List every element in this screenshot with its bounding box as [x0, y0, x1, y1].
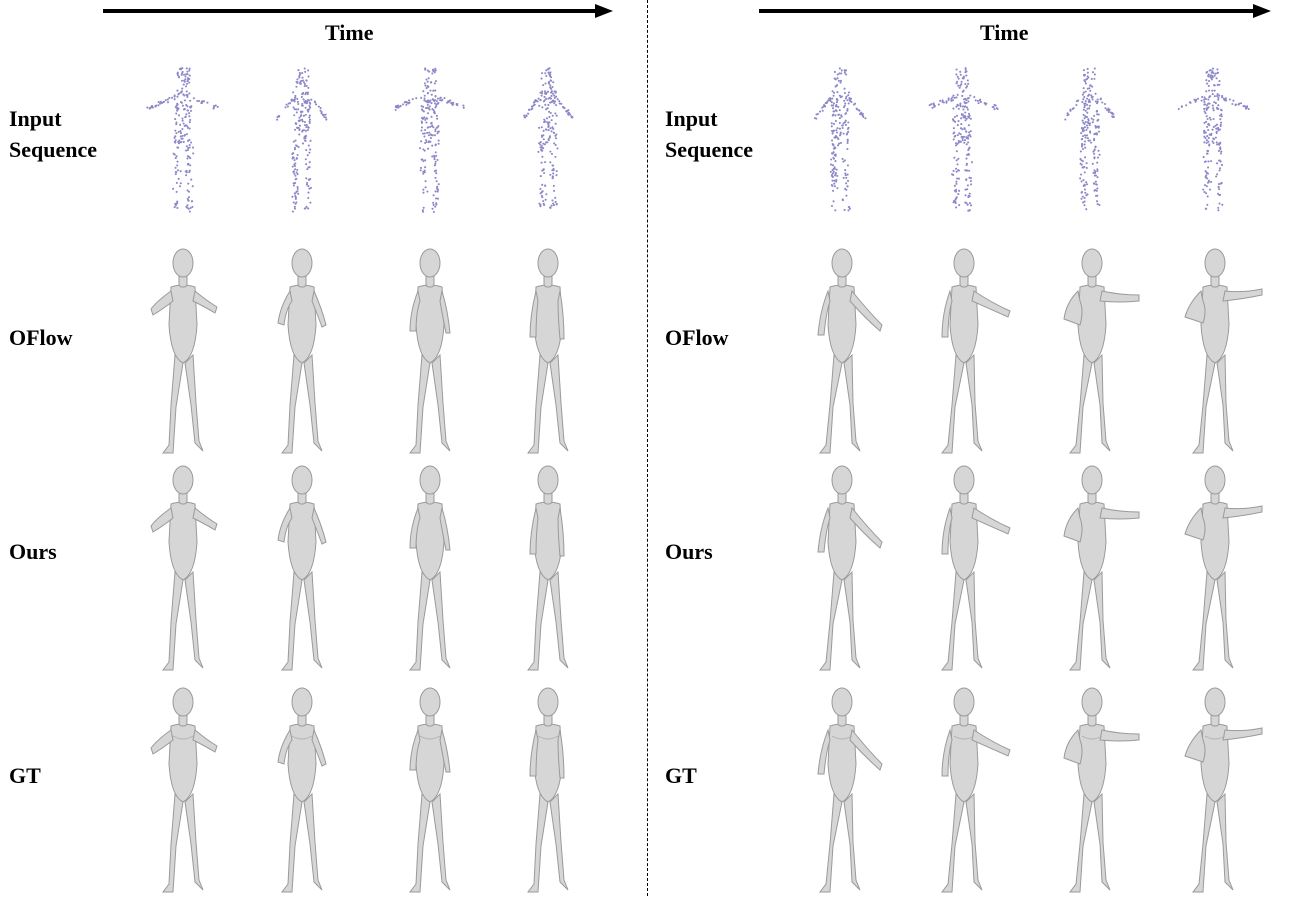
oflow-mesh-left-4: [498, 245, 598, 460]
oflow-mesh-right-4: [1163, 245, 1263, 460]
oflow-mesh-left-1: [133, 245, 233, 460]
row-label-oflow: OFlow: [9, 325, 73, 350]
panel-divider: [647, 0, 648, 896]
ours-mesh-left-1: [133, 462, 233, 677]
input-point-cloud-left-1: [133, 62, 233, 277]
right-panel: Time Input Sequence OFlow Ours GT: [655, 0, 1315, 896]
row-label-gt: GT: [665, 763, 697, 788]
input-point-cloud-left-2: [252, 62, 352, 277]
oflow-mesh-left-2: [252, 245, 352, 460]
ours-mesh-right-1: [790, 462, 890, 677]
gt-mesh-right-4: [1163, 684, 1263, 899]
input-point-cloud-right-3: [1040, 62, 1140, 277]
ours-mesh-left-3: [380, 462, 480, 677]
input-point-cloud-left-4: [498, 62, 598, 277]
oflow-mesh-right-3: [1040, 245, 1140, 460]
time-arrow: [103, 4, 613, 18]
row-label-oflow: OFlow: [665, 325, 729, 350]
row-label-ours: Ours: [665, 539, 713, 564]
ours-mesh-right-3: [1040, 462, 1140, 677]
input-point-cloud-right-1: [790, 62, 890, 277]
ours-mesh-right-4: [1163, 462, 1263, 677]
ours-mesh-right-2: [912, 462, 1012, 677]
ours-mesh-left-4: [498, 462, 598, 677]
left-panel: Time Input Sequence OFlow Ours GT: [0, 0, 645, 896]
input-point-cloud-right-4: [1163, 62, 1263, 277]
row-label-input: Input Sequence: [9, 106, 97, 162]
time-label: Time: [980, 20, 1029, 45]
input-point-cloud-right-2: [912, 62, 1012, 277]
row-label-input: Input Sequence: [665, 106, 753, 162]
oflow-mesh-left-3: [380, 245, 480, 460]
gt-mesh-left-4: [498, 684, 598, 899]
oflow-mesh-right-2: [912, 245, 1012, 460]
ours-mesh-left-2: [252, 462, 352, 677]
time-arrow: [759, 4, 1271, 18]
time-label: Time: [325, 20, 374, 45]
gt-mesh-left-3: [380, 684, 480, 899]
input-point-cloud-left-3: [380, 62, 480, 277]
gt-mesh-right-2: [912, 684, 1012, 899]
gt-mesh-right-3: [1040, 684, 1140, 899]
gt-mesh-left-2: [252, 684, 352, 899]
row-label-gt: GT: [9, 763, 41, 788]
row-label-ours: Ours: [9, 539, 57, 564]
oflow-mesh-right-1: [790, 245, 890, 460]
gt-mesh-left-1: [133, 684, 233, 899]
gt-mesh-right-1: [790, 684, 890, 899]
